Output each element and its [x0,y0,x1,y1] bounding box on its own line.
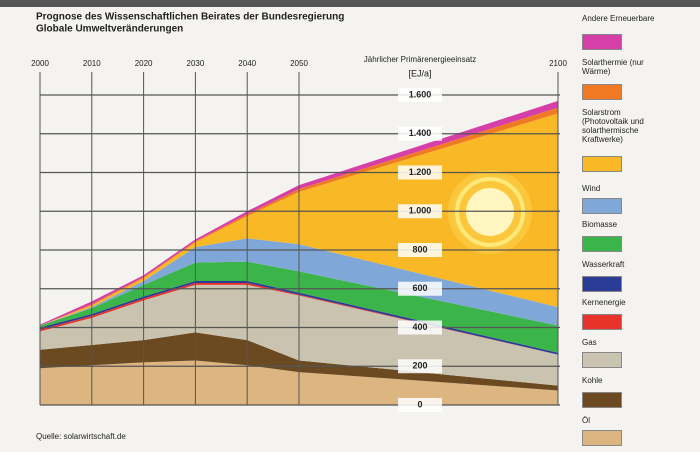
y-tick-box [398,88,442,102]
legend-label: Biomasse [582,220,618,229]
legend-swatch [582,352,622,368]
y-tick-box [398,165,442,180]
y-tick-label: 400 [412,322,427,332]
y-tick-box [398,359,442,374]
x-tick-label: 2030 [187,59,205,68]
y-tick-label: 200 [412,361,427,371]
y-tick-box [398,320,442,335]
legend-label: Gas [582,338,597,347]
y-tick-label: 1.000 [409,206,432,216]
x-tick-label: 2020 [135,59,153,68]
legend-swatch [582,430,622,446]
legend-swatch [582,392,622,408]
y-tick-label: 1.400 [409,128,432,138]
legend-label: Öl [582,416,590,425]
source: Quelle: solarwirtschaft.de [36,432,126,441]
x-tick-label: 2100 [549,59,567,68]
x-tick-label: 2040 [238,59,256,68]
legend-label: Solarstrom (Photovoltaik und solarthermi… [582,108,644,144]
sun-illustration [448,170,532,254]
x-tick-label: 2050 [290,59,308,68]
x-tick-label: 2000 [31,59,49,68]
legend-label: Andere Erneuerbare [582,14,655,23]
legend-label: Wasserkraft [582,260,625,269]
y-tick-box [398,243,442,257]
chart-subtitle: Globale Umweltveränderungen [36,24,183,35]
legend-swatch [582,156,622,172]
x-tick-label: 2010 [83,59,101,68]
legend-label: Wind [582,184,601,193]
y-tick-label: 600 [412,283,427,293]
legend-swatch [582,314,622,330]
y-tick-label: 1.200 [409,167,432,177]
y-tick-label: 800 [412,244,427,254]
y-axis-unit: [EJ/a] [408,68,431,78]
y-tick-label: 1.600 [409,89,432,99]
legend-swatch [582,198,622,214]
y-tick-box [398,126,442,141]
y-tick-box [398,204,442,219]
legend-swatch [582,236,622,252]
legend-swatch [582,34,622,50]
y-axis-label: Jährlicher Primärenergieeinsatz [364,55,477,64]
legend-label: Kernenergie [582,298,626,307]
legend-label: Kohle [582,376,603,385]
y-tick-box [398,281,442,296]
top-bar [0,0,700,7]
legend-swatch [582,276,622,292]
y-tick-label: 0 [417,399,422,409]
area [40,261,558,353]
legend-swatch [582,84,622,100]
chart-title: Prognose des Wissenschaftlichen Beirates… [36,12,344,23]
y-tick-box [398,398,442,412]
legend-label: Solarthermie (nur Wärme) [582,58,644,76]
